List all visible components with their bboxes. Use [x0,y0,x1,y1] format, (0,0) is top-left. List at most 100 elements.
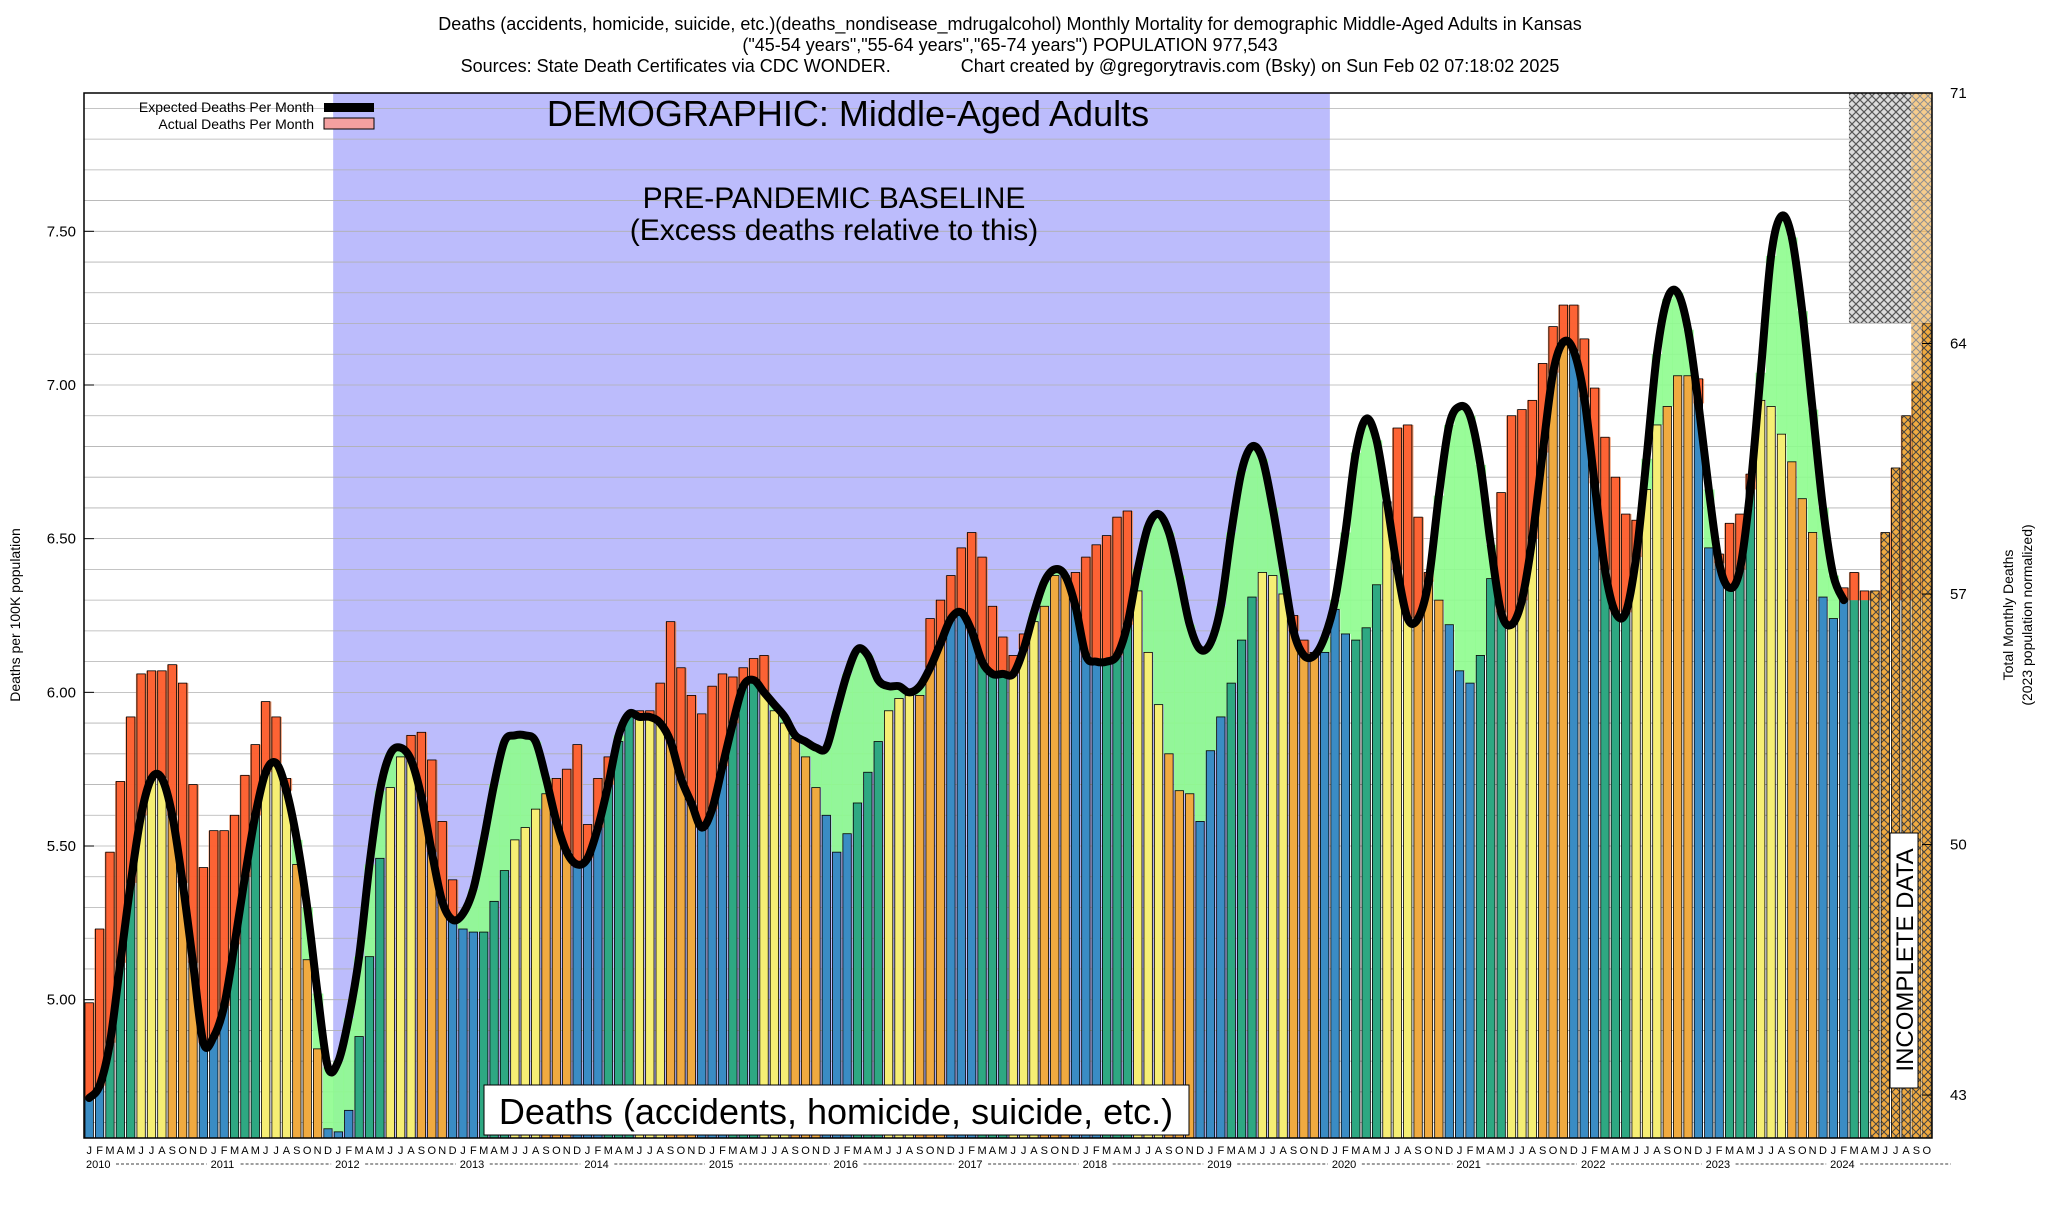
bar-excess-86 [977,557,987,662]
x-month-label: S [1788,1145,1795,1157]
bar-outline-98 [1102,535,1112,1138]
x-month-label: A [1902,1145,1910,1157]
y2-axis-label-line2: (2023 population normalized) [2019,524,2035,705]
bar-outline-159 [1735,513,1745,1138]
x-month-label: N [1435,1145,1443,1157]
bar-96 [1081,655,1091,1138]
excess-area-78 [893,686,905,699]
bar-11 [199,1042,208,1138]
y-tick-label: 5.00 [47,992,76,1009]
bar-outline-126 [1392,427,1402,1138]
x-month-label: D [1445,1145,1453,1157]
bar-outline-59 [697,713,707,1138]
bar-121 [1340,633,1351,1138]
x-month-label: A [366,1145,374,1157]
x-month-label: A [283,1145,291,1157]
x-year-label: 2014 [584,1159,608,1171]
x-month-label: M [874,1145,883,1157]
x-month-label: F [96,1145,103,1157]
bar-1 [95,1085,104,1138]
bar-138 [1517,600,1527,1138]
bar-165 [1797,498,1807,1138]
bar-outline-169 [1839,587,1849,1138]
x-month-label: D [1321,1145,1329,1157]
bar-18 [271,763,281,1138]
bar-160 [1746,489,1755,1138]
bar-70 [811,787,821,1138]
excess-area-124 [1371,440,1383,585]
bar-excess-4 [126,716,135,883]
bar-71 [821,814,831,1138]
bar-outline-171 [1859,590,1870,1138]
x-month-label: O [552,1145,561,1157]
bar-17 [261,772,270,1138]
x-month-label: O [801,1145,810,1157]
x-month-label: J [1519,1145,1525,1157]
bar-outline-6 [146,670,157,1138]
bar-excess-56 [666,621,675,742]
bar-14 [230,944,239,1138]
x-month-label: A [1363,1145,1371,1157]
x-month-label: A [532,1145,540,1157]
x-month-label: D [324,1145,332,1157]
bar-outline-147 [1610,476,1620,1138]
incomplete-data-label-group: INCOMPLETE DATA [1889,832,1919,1089]
excess-area-29 [385,753,396,788]
x-month-label: J [388,1145,394,1157]
bar-42 [520,827,530,1138]
x-month-label: A [781,1145,789,1157]
bar-143 [1569,351,1579,1138]
bar-excess-83 [946,575,956,619]
bar-outline-60 [707,685,717,1138]
excess-area-166 [1807,409,1819,533]
bar-excess-13 [219,830,229,1006]
bar-149 [1631,557,1641,1138]
bar-outline-57 [676,667,686,1138]
x-month-label: O [178,1145,187,1157]
excess-area-163 [1776,215,1788,435]
x-month-label: A [1155,1145,1163,1157]
bar-36 [458,928,468,1138]
excess-area-123 [1360,418,1372,628]
y2-axis-label-line1: Total Monthly Deaths [2000,550,2016,681]
bar-73 [842,833,852,1138]
excess-area-165 [1797,311,1808,499]
x-month-label: N [937,1145,945,1157]
bar-excess-57 [676,667,686,779]
excess-area-25 [343,1018,355,1111]
bar-excess-15 [240,775,250,877]
bar-41 [510,839,520,1138]
bar-excess-12 [209,830,218,1037]
x-month-label: J [1644,1145,1650,1157]
x-month-label: F [1716,1145,1723,1157]
excess-area-108 [1205,643,1217,751]
x-year-label: 2017 [958,1159,982,1171]
bar-excess-47 [572,744,582,865]
bar-excess-3 [116,781,125,963]
x-month-label: O [428,1145,437,1157]
x-month-label: J [896,1145,902,1157]
bar-excess-49 [593,778,603,828]
x-month-label: J [1509,1145,1515,1157]
bar-excess-100 [1123,511,1132,625]
bar-outline-88 [998,636,1008,1138]
legend-actual-label: Actual Deaths Per Month [158,116,314,132]
bar-79 [904,695,914,1138]
excess-area-27 [364,864,376,957]
bar-54 [645,716,655,1138]
bar-134 [1475,655,1485,1138]
bar-37 [468,931,478,1138]
x-month-label: O [303,1145,312,1157]
x-month-label: J [959,1145,965,1157]
bar-excess-85 [967,532,976,631]
bar-excess-59 [697,713,706,828]
bar-excess-99 [1112,517,1122,656]
excess-area-164 [1786,237,1798,462]
bar-162 [1766,406,1776,1138]
bar-outline-55 [655,682,665,1138]
bar-excess-148 [1621,514,1630,613]
x-year-label: 2010 [86,1159,110,1171]
bar-147 [1611,612,1620,1138]
bar-excess-33 [427,759,436,853]
